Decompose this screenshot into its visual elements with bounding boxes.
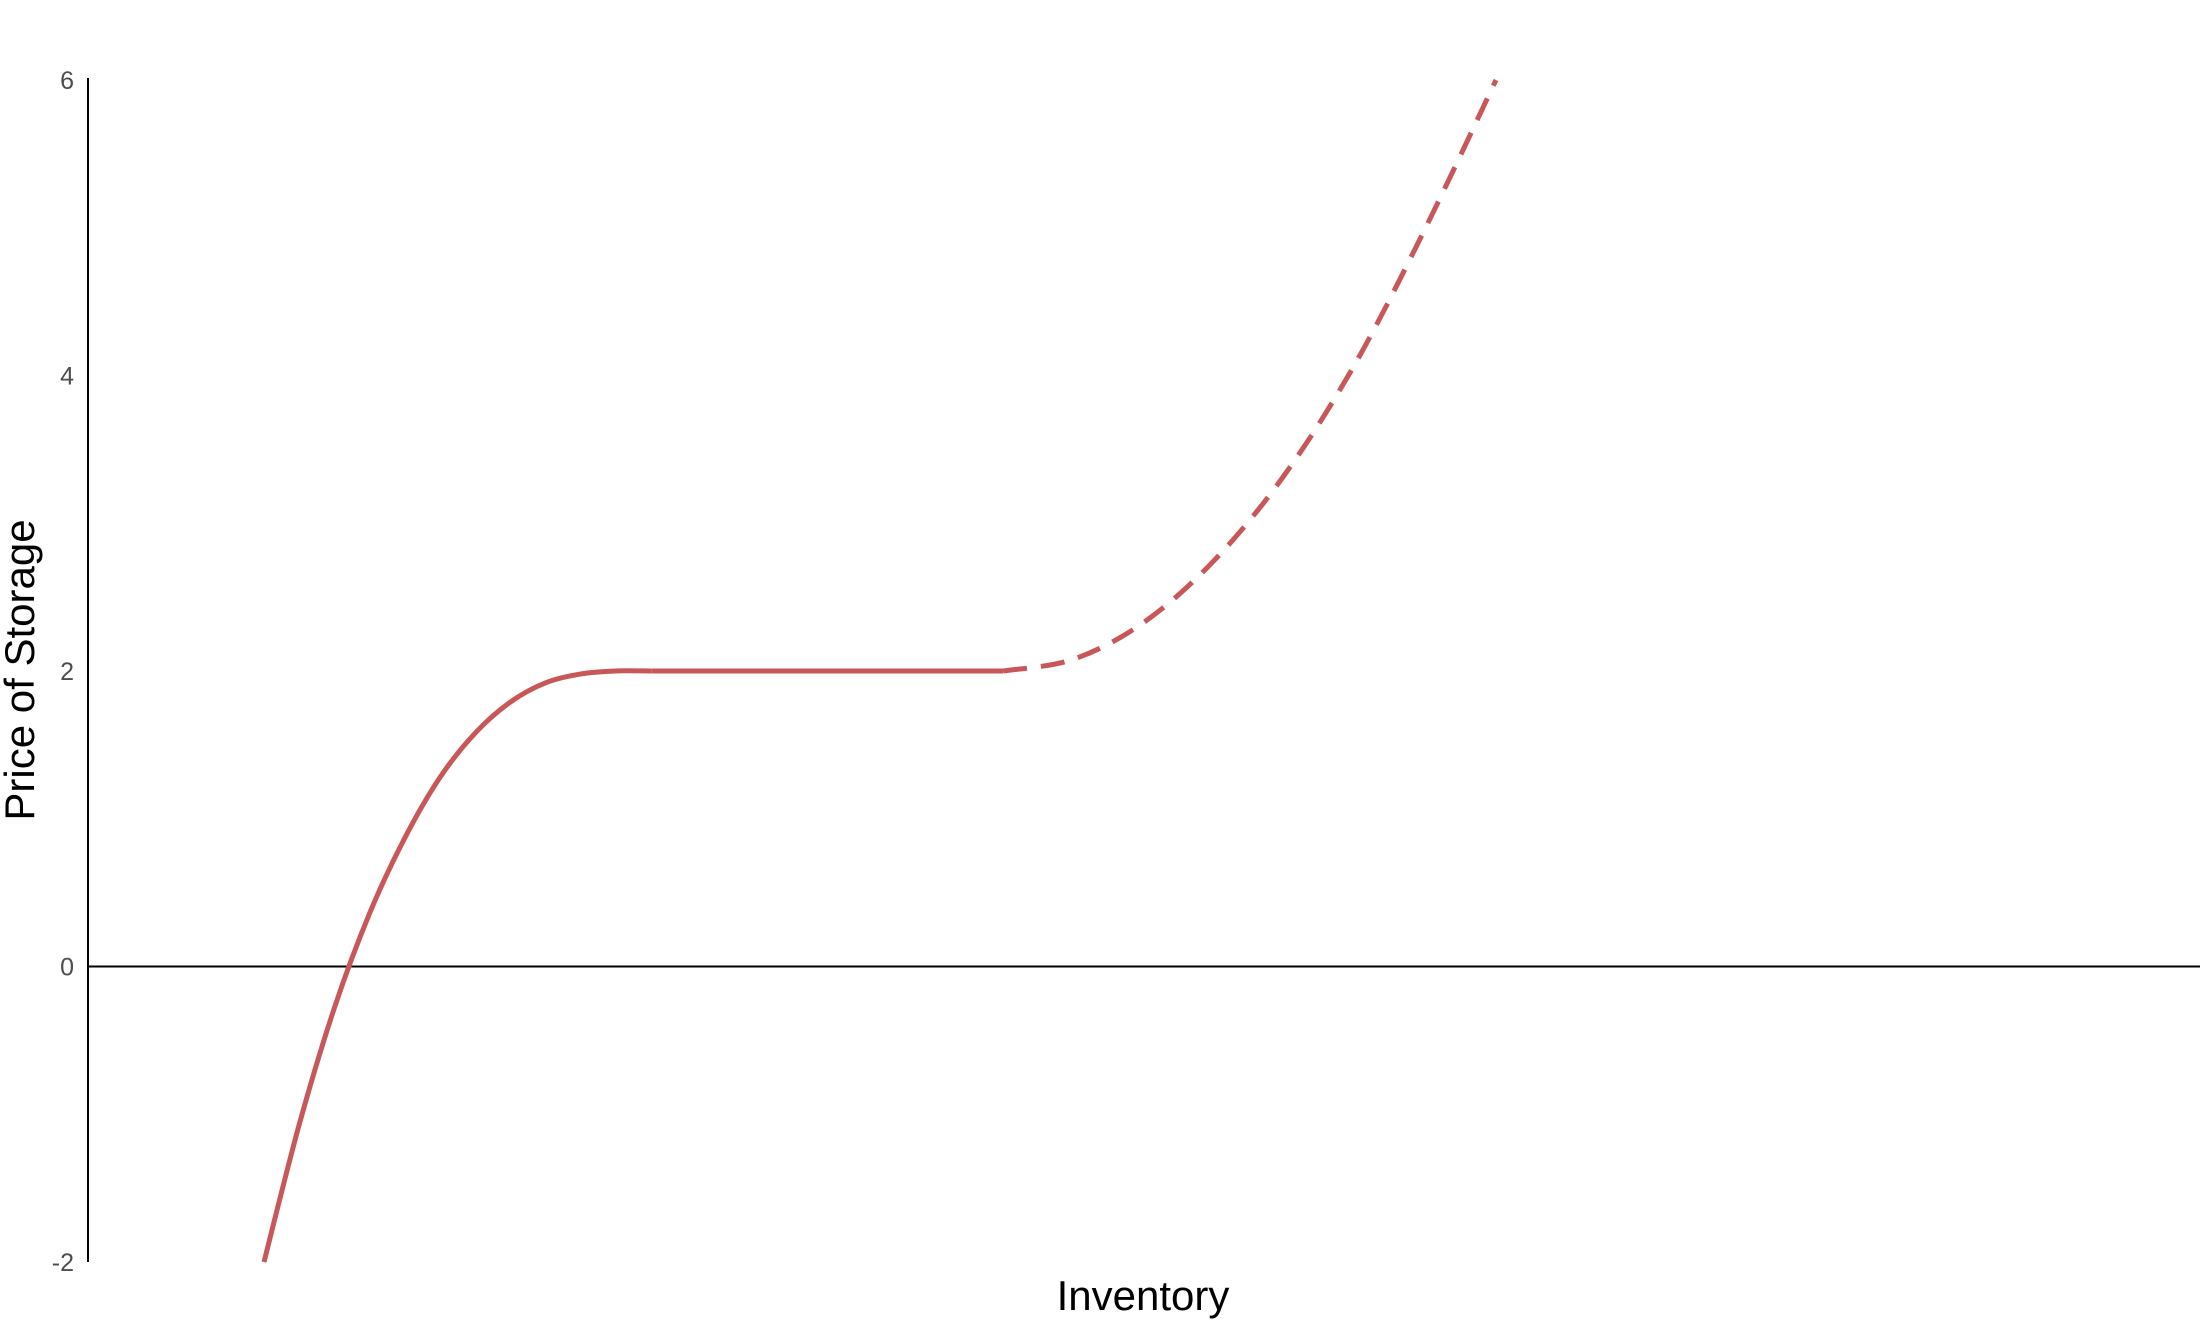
series-line-1-solid	[261, 668, 652, 1263]
y-tick-label: 6	[60, 67, 74, 95]
y-tick-label: 0	[60, 954, 74, 982]
y-tick-label: 4	[60, 363, 74, 391]
series-line-3-dashed	[1002, 78, 1499, 674]
series-layer	[261, 78, 1499, 1263]
y-axis-title: Price of Storage	[0, 519, 43, 820]
y-tick-label: -2	[52, 1249, 74, 1277]
x-axis-title: Inventory	[1057, 1272, 1230, 1319]
y-ticks: -2 0 2 4 6	[52, 67, 74, 1277]
y-tick-label: 2	[60, 658, 74, 686]
